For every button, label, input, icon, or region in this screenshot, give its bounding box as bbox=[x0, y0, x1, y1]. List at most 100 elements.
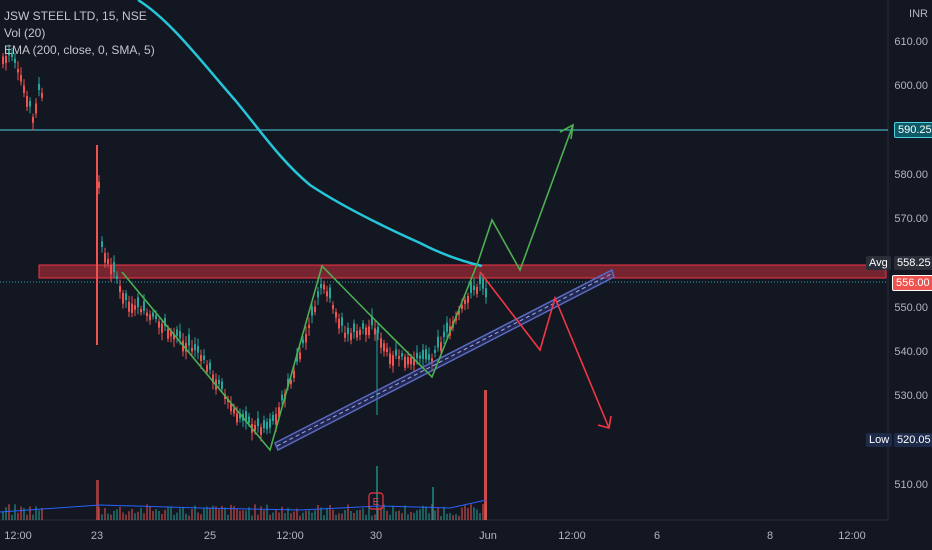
candle-body bbox=[128, 301, 130, 312]
volume-bar bbox=[104, 507, 106, 520]
volume-bar bbox=[185, 513, 187, 520]
last-price-tag: 556.00 bbox=[892, 275, 932, 291]
volume-bar bbox=[254, 504, 256, 520]
volume-bar bbox=[395, 511, 397, 520]
ema-indicator-label[interactable]: EMA (200, close, 0, SMA, 5) bbox=[4, 43, 155, 57]
candle-body bbox=[161, 323, 163, 333]
time-tick-label: 12:00 bbox=[4, 530, 32, 542]
candle-body bbox=[305, 334, 307, 343]
volume-bar bbox=[134, 513, 136, 520]
time-tick-label: Jun bbox=[479, 530, 497, 542]
candle-body bbox=[257, 418, 259, 427]
time-tick-label: 12:00 bbox=[276, 530, 304, 542]
bullish-projection-path bbox=[121, 124, 574, 452]
time-tick-label: 6 bbox=[653, 530, 661, 542]
volume-bar bbox=[5, 507, 7, 520]
candle-body bbox=[263, 420, 265, 429]
candle-body bbox=[479, 275, 481, 284]
candle-body bbox=[347, 327, 349, 335]
candle-body bbox=[425, 349, 427, 360]
candle-body bbox=[482, 278, 484, 289]
candle-body bbox=[287, 378, 289, 387]
volume-bar bbox=[323, 515, 325, 520]
volume-bar bbox=[230, 504, 232, 520]
volume-bar bbox=[182, 507, 184, 520]
candle-body bbox=[197, 346, 199, 353]
candle-body bbox=[338, 318, 340, 329]
candle-body bbox=[29, 100, 31, 107]
candle-body bbox=[230, 403, 232, 412]
candle-body bbox=[17, 69, 19, 73]
price-tick-label: 570.00 bbox=[894, 213, 928, 226]
candle-body bbox=[476, 287, 478, 294]
volume-bar bbox=[32, 514, 34, 520]
volume-bar bbox=[299, 515, 301, 520]
volume-bar bbox=[269, 514, 271, 520]
ema-200-line bbox=[137, 0, 483, 268]
volume-bar bbox=[107, 513, 109, 520]
candle-body bbox=[266, 421, 268, 430]
candle-body bbox=[152, 312, 154, 317]
volume-indicator-label[interactable]: Vol (20) bbox=[4, 26, 46, 40]
ascending-channel bbox=[274, 268, 615, 452]
low-price-tag: 520.05 bbox=[894, 433, 932, 447]
candle-body bbox=[245, 411, 247, 422]
candle-body bbox=[419, 355, 421, 359]
volume-bar bbox=[110, 514, 112, 520]
candle-body bbox=[281, 394, 283, 401]
volume-bar bbox=[365, 514, 367, 520]
earnings-marker-label: E bbox=[373, 497, 380, 508]
candle-body bbox=[134, 305, 136, 310]
volume-bar bbox=[305, 510, 307, 520]
candle-body bbox=[218, 379, 220, 385]
volume-bar bbox=[407, 514, 409, 520]
price-tick-label: 580.00 bbox=[894, 168, 928, 181]
volume-bar bbox=[188, 515, 190, 520]
candle-body bbox=[20, 75, 22, 82]
candle-body bbox=[320, 283, 322, 289]
volume-bar bbox=[473, 507, 475, 520]
candle-body bbox=[170, 331, 172, 337]
candle-body bbox=[275, 414, 277, 425]
volume-bar bbox=[401, 513, 403, 520]
candle-body bbox=[2, 56, 4, 65]
volume-bar bbox=[470, 504, 472, 520]
chart-legend: JSW STEEL LTD, 15, NSE Vol (20) EMA (200… bbox=[4, 8, 155, 59]
candle-body bbox=[461, 305, 463, 309]
volume-bar bbox=[131, 508, 133, 520]
volume-bar bbox=[432, 487, 434, 520]
candle-body bbox=[341, 317, 343, 326]
volume-ma-line bbox=[0, 499, 487, 513]
volume-bar bbox=[35, 506, 37, 520]
volume-bar bbox=[11, 514, 13, 520]
volume-bar bbox=[119, 506, 121, 520]
volume-bar bbox=[434, 510, 436, 520]
volume-bar bbox=[17, 512, 19, 520]
volume-bar bbox=[443, 506, 445, 520]
volume-bar bbox=[143, 513, 145, 520]
volume-bar bbox=[233, 506, 235, 520]
candle-body bbox=[35, 103, 37, 114]
candle-body bbox=[113, 262, 115, 272]
candle-body bbox=[323, 284, 325, 290]
volume-bar bbox=[206, 506, 208, 520]
candle-body bbox=[176, 329, 178, 336]
volume-bar bbox=[374, 514, 376, 520]
candle-body bbox=[407, 357, 409, 365]
candle-body bbox=[191, 347, 193, 352]
volume-bar bbox=[422, 505, 424, 520]
candle-body bbox=[254, 425, 256, 431]
volume-bar bbox=[149, 506, 151, 520]
symbol-title[interactable]: JSW STEEL LTD, 15, NSE bbox=[4, 9, 147, 23]
volume-bar bbox=[449, 513, 451, 520]
volume-bar bbox=[173, 514, 175, 520]
candle-body bbox=[434, 349, 436, 353]
volume-bar bbox=[392, 505, 394, 520]
volume-bar bbox=[425, 506, 427, 520]
volume-bar bbox=[353, 513, 355, 520]
volume-bar bbox=[26, 514, 28, 520]
volume-bar bbox=[293, 511, 295, 520]
volume-bar bbox=[113, 510, 115, 520]
candle-body bbox=[185, 343, 187, 352]
